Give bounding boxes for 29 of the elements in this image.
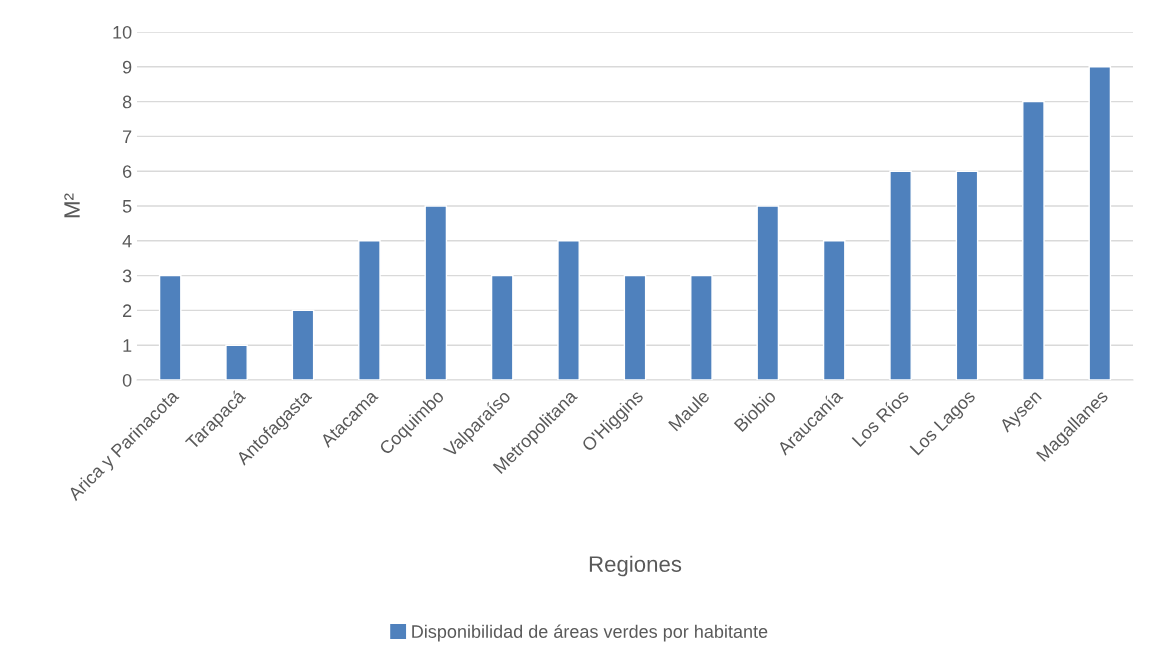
legend-label: Disponibilidad de áreas verdes por habitante: [412, 624, 768, 642]
x-axis-title: Regiones: [589, 555, 682, 577]
y-axis-title: M²: [64, 193, 80, 218]
bar: [623, 274, 647, 380]
bar: [1022, 100, 1045, 380]
bar: [690, 274, 713, 380]
y-tick-label: 8: [122, 95, 132, 109]
y-tick-label: 7: [123, 130, 132, 143]
bar: [424, 205, 448, 380]
bar: [291, 309, 315, 380]
bar: [756, 205, 780, 380]
y-tick-label: 9: [122, 60, 132, 74]
y-tick-label: 1: [123, 339, 132, 352]
bar: [822, 240, 846, 380]
bar: [889, 170, 912, 380]
y-tick-label: 2: [123, 304, 132, 317]
bar: [225, 344, 248, 380]
y-tick-label: 10: [113, 25, 132, 39]
bar: [490, 274, 514, 380]
y-tick-label: 6: [123, 165, 132, 178]
y-tick-label: 5: [122, 200, 132, 213]
y-tick-label: 3: [122, 269, 132, 283]
bar: [158, 274, 182, 380]
y-tick-label: 0: [122, 373, 132, 387]
bar: [358, 240, 381, 380]
bar: [955, 170, 979, 380]
bar: [557, 240, 580, 380]
y-tick-label: 4: [122, 234, 132, 248]
bar: [1088, 66, 1112, 380]
